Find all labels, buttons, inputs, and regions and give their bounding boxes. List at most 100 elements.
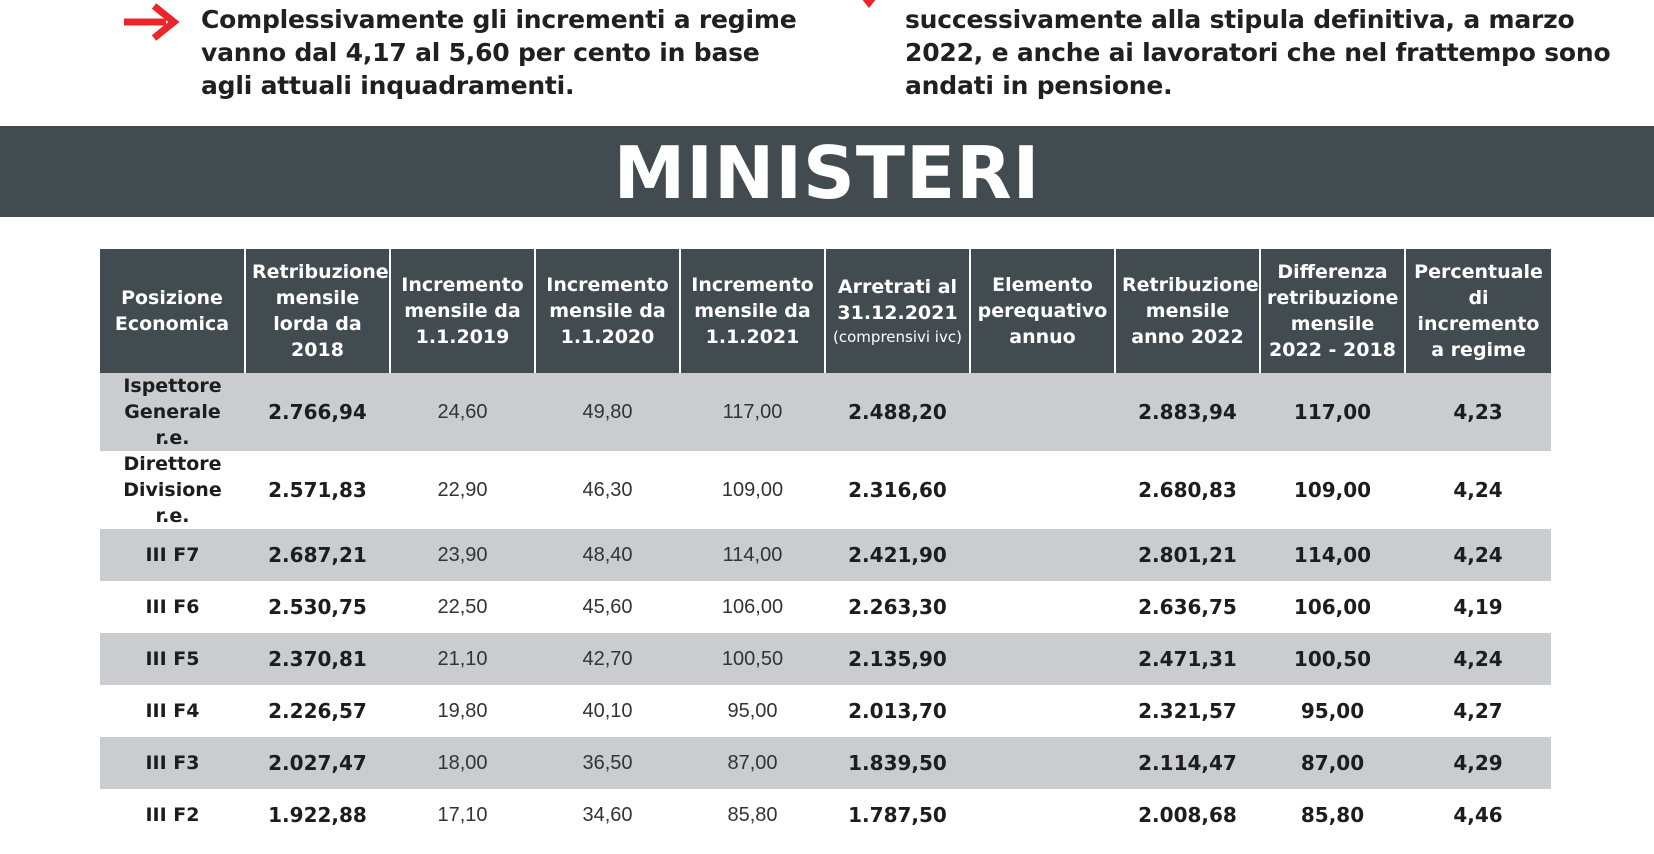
table-cell: 2.114,47: [1115, 737, 1260, 789]
table-row: III F5 2.370,81 21,10 42,70 100,50 2.135,90 2.…: [100, 633, 1551, 685]
table-cell: 2.687,21: [245, 529, 390, 581]
position-cell: III F6: [145, 596, 200, 618]
table-cell: 22,50: [437, 595, 488, 618]
table-cell: 24,60: [390, 373, 535, 451]
arrow-right-icon: [124, 3, 180, 41]
column-header: Retribuzione mensile lorda da 2018: [244, 249, 391, 373]
salary-table-container: Posizione Economica Retribuzione mensile…: [100, 249, 1551, 841]
table-cell: 2.226,57: [268, 699, 367, 723]
table-row: III F7 2.687,21 23,90 48,40 114,00 2.421,90 2.…: [100, 529, 1551, 581]
table-cell: 21,10: [390, 633, 535, 685]
table-cell: 2.530,75: [268, 595, 367, 619]
table-cell: 2.636,75: [1138, 595, 1237, 619]
table-cell: 23,90: [390, 529, 535, 581]
table-cell: [970, 529, 1115, 581]
column-header: Differenza retribuzione mensile 2022 - 2…: [1259, 249, 1406, 373]
table-cell: 85,80: [1300, 803, 1365, 827]
table-cell: 34,60: [582, 803, 633, 826]
table-cell: 100,50: [1260, 633, 1405, 685]
column-header: Posizione Economica: [100, 249, 246, 373]
table-cell: 2.488,20: [825, 373, 970, 451]
table-cell: 109,00: [721, 478, 784, 501]
column-header: Elemento perequativo annuo: [969, 249, 1116, 373]
table-cell: 2.008,68: [1138, 803, 1237, 827]
table-cell: 2.883,94: [1115, 373, 1260, 451]
table-cell: 45,60: [582, 595, 633, 618]
table-cell: 22,90: [437, 478, 488, 501]
table-cell: 4,29: [1405, 737, 1551, 789]
table-cell: 2.027,47: [245, 737, 390, 789]
section-banner: MINISTERI: [0, 126, 1654, 217]
table-cell: 4,24: [1453, 478, 1503, 502]
column-header: Incremento mensile da 1.1.2019: [389, 249, 536, 373]
column-header: Percentuale di incremento a regime: [1404, 249, 1551, 373]
table-cell: 4,23: [1405, 373, 1551, 451]
table-cell: 2.421,90: [825, 529, 970, 581]
table-cell: 2.571,83: [268, 478, 367, 502]
table-cell: 2.680,83: [1138, 478, 1237, 502]
table-row: III F2 1.922,88 17,10 34,60 85,80 1.787,50 2.0…: [100, 789, 1551, 841]
table-cell: [970, 451, 1115, 529]
table-cell: 117,00: [1260, 373, 1405, 451]
table-row: III F4 2.226,57 19,80 40,10 95,00 2.013,70 2.3…: [100, 685, 1551, 737]
position-cell: III F7: [100, 529, 245, 581]
table-cell: 1.922,88: [268, 803, 367, 827]
table-cell: 48,40: [535, 529, 680, 581]
table-cell: 95,00: [727, 699, 778, 722]
column-header: Incremento mensile da 1.1.2020: [534, 249, 681, 373]
position-cell: III F3: [100, 737, 245, 789]
table-row: Ispettore Generale r.e. 2.766,94 24,60 49,8…: [100, 373, 1551, 451]
table-cell: [970, 373, 1115, 451]
table-cell: 2.135,90: [825, 633, 970, 685]
table-header-row: Posizione Economica Retribuzione mensile…: [100, 249, 1551, 373]
table-cell: 2.471,31: [1115, 633, 1260, 685]
table-cell: 106,00: [721, 595, 784, 618]
table-cell: 19,80: [437, 699, 488, 722]
table-cell: 95,00: [1300, 699, 1365, 723]
table-cell: [970, 789, 1115, 841]
table-cell: 2.263,30: [848, 595, 947, 619]
table-cell: [970, 685, 1115, 737]
table-cell: 2.370,81: [245, 633, 390, 685]
table-cell: 1.839,50: [825, 737, 970, 789]
table-cell: 106,00: [1293, 595, 1372, 619]
table-row: III F6 2.530,75 22,50 45,60 106,00 2.263,30 2.…: [100, 581, 1551, 633]
table-cell: 2.013,70: [848, 699, 947, 723]
table-cell: 4,27: [1453, 699, 1503, 723]
position-cell: III F4: [145, 700, 200, 722]
column-header: Retribuzione mensile anno 2022: [1114, 249, 1261, 373]
table-cell: 2.316,60: [848, 478, 947, 502]
table-cell: 46,30: [582, 478, 633, 501]
table-cell: 2.766,94: [245, 373, 390, 451]
table-cell: 40,10: [582, 699, 633, 722]
position-cell: Ispettore Generale r.e.: [100, 373, 245, 451]
arrow-marker-icon: [862, 0, 876, 8]
table-cell: 36,50: [535, 737, 680, 789]
table-cell: 109,00: [1293, 478, 1372, 502]
position-cell: Direttore Divisione r.e.: [123, 453, 222, 527]
table-cell: [970, 737, 1115, 789]
table-cell: 85,80: [727, 803, 778, 826]
table-cell: 4,46: [1453, 803, 1503, 827]
salary-table: Posizione Economica Retribuzione mensile…: [100, 249, 1551, 841]
table-cell: 2.801,21: [1115, 529, 1260, 581]
table-cell: 117,00: [680, 373, 825, 451]
table-cell: 4,19: [1453, 595, 1503, 619]
position-cell: III F2: [145, 804, 200, 826]
table-row: Direttore Divisione r.e. 2.571,83 22,90 46,…: [100, 451, 1551, 529]
table-cell: 114,00: [1260, 529, 1405, 581]
table-cell: 87,00: [1260, 737, 1405, 789]
table-cell: 1.787,50: [848, 803, 947, 827]
note-right-text: successivamente alla stipula definitiva,…: [905, 5, 1611, 100]
note-left-text: Complessivamente gli incrementi a regime…: [201, 5, 797, 100]
section-title: MINISTERI: [613, 130, 1041, 215]
table-cell: 49,80: [535, 373, 680, 451]
table-cell: 42,70: [535, 633, 680, 685]
table-cell: 2.321,57: [1138, 699, 1237, 723]
table-cell: [970, 581, 1115, 633]
table-cell: 100,50: [680, 633, 825, 685]
table-cell: 18,00: [390, 737, 535, 789]
column-header: Arretrati al 31.12.2021 (comprensivi ivc): [824, 249, 971, 373]
table-cell: [970, 633, 1115, 685]
column-header: Incremento mensile da 1.1.2021: [679, 249, 826, 373]
